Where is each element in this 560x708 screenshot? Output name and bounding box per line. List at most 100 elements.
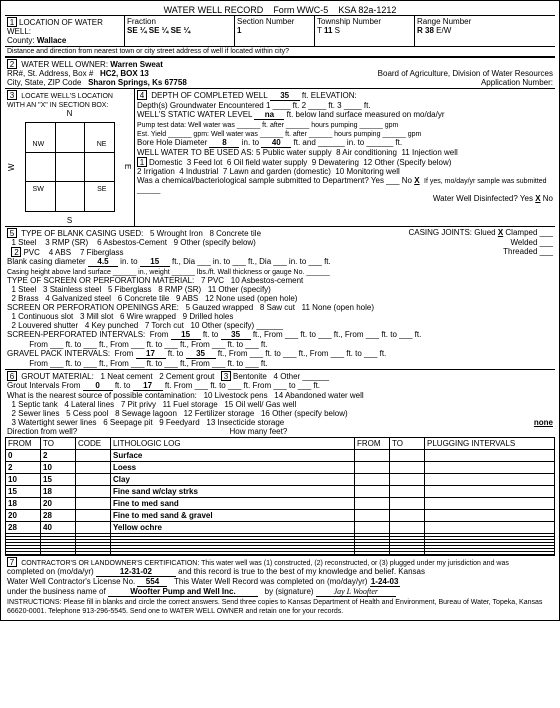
- disinf-x: X: [535, 194, 540, 203]
- form-page: WATER WELL RECORD Form WWC-5 KSA 82a-121…: [0, 0, 560, 621]
- open-title: SCREEN OR PERFORATION OPENINGS ARE:: [7, 303, 179, 312]
- none: none: [534, 418, 553, 427]
- city-label: City, State, ZIP Code: [7, 78, 81, 87]
- s-label: S: [7, 216, 132, 225]
- static: na: [254, 110, 284, 120]
- screen-title: TYPE OF SCREEN OR PERFORATION MATERIAL:: [7, 276, 194, 285]
- section-2: 2 WATER WELL OWNER: Warren Sweat RR#, St…: [5, 56, 555, 88]
- e: E: [122, 118, 132, 216]
- gravel-label: GRAVEL PACK INTERVALS:: [7, 349, 110, 358]
- pump: Pump test data: Well water was ______ ft…: [137, 122, 398, 129]
- depths-enc: Depth(s) Groundwater Encountered: [137, 101, 264, 110]
- depth-unit: ft. ELEVATION:: [302, 91, 357, 100]
- range: R 38: [417, 26, 434, 35]
- w: W: [7, 118, 17, 216]
- lithologic-log: FROM TO CODE LITHOLOGIC LOG FROM TO PLUG…: [5, 437, 555, 555]
- h-from2: FROM: [355, 438, 390, 450]
- township-label: Township Number: [317, 17, 381, 26]
- perf-label: SCREEN-PERFORATED INTERVALS:: [7, 330, 145, 339]
- dia: 4.5: [88, 257, 118, 267]
- app-label: Application Number:: [481, 78, 553, 87]
- rec-date: 1-24-03: [370, 577, 400, 587]
- loc-label: LOCATION OF WATER WELL:: [7, 18, 103, 36]
- fraction: SE ¼ SE ¼ SE ¼: [127, 26, 190, 35]
- lic-label: Water Well Contractor's License No.: [7, 577, 135, 586]
- log-row: 1518Fine sand w/clay strks: [6, 486, 555, 498]
- nw: NW: [33, 141, 45, 148]
- log-row: 1015Clay: [6, 474, 555, 486]
- board: Board of Agriculture, Division of Water …: [378, 69, 553, 78]
- box-2: 2: [7, 59, 17, 69]
- h-lith: LITHOLOGIC LOG: [111, 438, 355, 450]
- box-5: 5: [7, 228, 17, 238]
- log-row: 2028Fine to med sand & gravel: [6, 510, 555, 522]
- section-6: 6 GROUT MATERIAL: 1 Neat cement 2 Cement…: [5, 369, 555, 437]
- header: WATER WELL RECORD Form WWC-5 KSA 82a-121…: [5, 5, 555, 15]
- use-label: WELL WATER TO BE USED AS:: [137, 148, 254, 157]
- feet: How many feet?: [229, 427, 287, 436]
- bore: 8: [209, 138, 239, 148]
- county: Wallace: [37, 36, 67, 45]
- biz-label: under the business name of: [7, 587, 106, 596]
- log-row: 1820Fine to med sand: [6, 498, 555, 510]
- form-no: Form WWC-5: [273, 5, 328, 15]
- section-no: 1: [237, 26, 241, 35]
- range-dir: E/W: [436, 26, 451, 35]
- completed: completed on (mo/da/yr): [7, 567, 94, 576]
- owner-name: Warren Sweat: [110, 60, 163, 69]
- log-row: 02Surface: [6, 450, 555, 462]
- h-code: CODE: [76, 438, 111, 450]
- lic: 554: [137, 577, 167, 587]
- county-label: County:: [7, 36, 35, 45]
- addr-label: RR#, St. Address, Box #: [7, 69, 93, 78]
- sec5-title: TYPE OF BLANK CASING USED:: [21, 229, 143, 238]
- h-from: FROM: [6, 438, 41, 450]
- dir: Direction from well?: [7, 427, 77, 436]
- n: N: [7, 109, 132, 118]
- bore-depth: 40: [261, 138, 291, 148]
- section-grid: NW NE SW SE: [25, 122, 115, 212]
- instructions: INSTRUCTIONS: Please fill in blanks and …: [7, 599, 542, 615]
- contam: What is the nearest source of possible c…: [7, 391, 197, 400]
- section-3-4: 3 LOCATE WELL'S LOCATION WITH AN "X" IN …: [5, 88, 555, 226]
- h-plug: PLUGGING INTERVALS: [425, 438, 555, 450]
- yield: Est. Yield ______ gpm: Well water was __…: [137, 131, 421, 138]
- section-label: Section Number: [237, 17, 294, 26]
- chem-x: X: [414, 176, 419, 185]
- log-row: 2840Yellow ochre: [6, 522, 555, 534]
- bore-label: Bore Hole Diameter: [137, 138, 207, 147]
- section-1: 1LOCATION OF WATER WELL: County: Wallace…: [5, 15, 555, 46]
- signature: Jay L Woofter: [316, 587, 396, 597]
- h-to: TO: [41, 438, 76, 450]
- cert: CONTRACTOR'S OR LANDOWNER'S CERTIFICATIO…: [21, 560, 509, 567]
- range-label: Range Number: [417, 17, 471, 26]
- box-1: 1: [7, 17, 17, 27]
- box-6: 6: [7, 371, 17, 381]
- sec6-title: GROUT MATERIAL:: [21, 372, 94, 381]
- use-1-box: 1: [137, 157, 147, 167]
- grout-label: Grout Intervals From: [7, 381, 80, 390]
- ksa: KSA 82a-1212: [338, 5, 396, 15]
- section-5: 5 TYPE OF BLANK CASING USED: 5 Wrought I…: [5, 226, 555, 369]
- sw: SW: [33, 186, 44, 193]
- dia-to: 15: [140, 257, 170, 267]
- distance-row: Distance and direction from nearest town…: [5, 46, 555, 56]
- disinf: Water Well Disinfected? Yes: [433, 194, 533, 203]
- owner-label: WATER WELL OWNER:: [21, 60, 108, 69]
- casing-2-box: 2: [11, 247, 21, 257]
- title: WATER WELL RECORD: [164, 5, 264, 15]
- fraction-label: Fraction: [127, 17, 156, 26]
- city: Sharon Springs, Ks 67758: [88, 78, 187, 87]
- h-to2: TO: [390, 438, 425, 450]
- biz: Woofter Pump and Well Inc.: [108, 587, 258, 597]
- height: Casing height above land surface ______ …: [7, 269, 330, 276]
- box-3: 3: [7, 90, 17, 100]
- box-7: 7: [7, 557, 17, 567]
- se: SE: [97, 186, 106, 193]
- static-rest: ft. below land surface measured on mo/da…: [287, 110, 445, 119]
- dia-label: Blank casing diameter: [7, 257, 86, 266]
- sec3-label: LOCATE WELL'S LOCATION WITH AN "X" IN SE…: [7, 93, 113, 109]
- addr: HC2, BOX 13: [100, 69, 149, 78]
- grout-3-box: 3: [221, 371, 231, 381]
- depth-label: DEPTH OF COMPLETED WELL: [151, 91, 267, 100]
